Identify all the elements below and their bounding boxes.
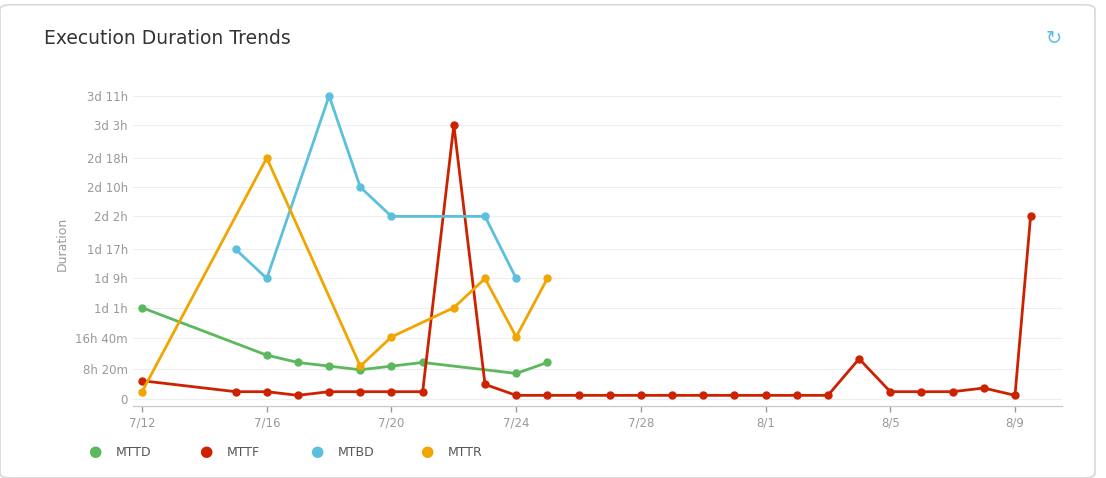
Text: MTTF: MTTF — [227, 446, 260, 459]
Text: MTBD: MTBD — [337, 446, 374, 459]
Text: Execution Duration Trends: Execution Duration Trends — [44, 29, 291, 48]
Text: MTTD: MTTD — [116, 446, 152, 459]
Text: ●: ● — [199, 444, 212, 459]
Text: ●: ● — [420, 444, 434, 459]
FancyBboxPatch shape — [0, 5, 1095, 478]
Text: ●: ● — [88, 444, 102, 459]
Text: ●: ● — [310, 444, 323, 459]
Y-axis label: Duration: Duration — [55, 217, 69, 271]
Text: MTTR: MTTR — [448, 446, 482, 459]
Text: ↻: ↻ — [1045, 29, 1062, 48]
